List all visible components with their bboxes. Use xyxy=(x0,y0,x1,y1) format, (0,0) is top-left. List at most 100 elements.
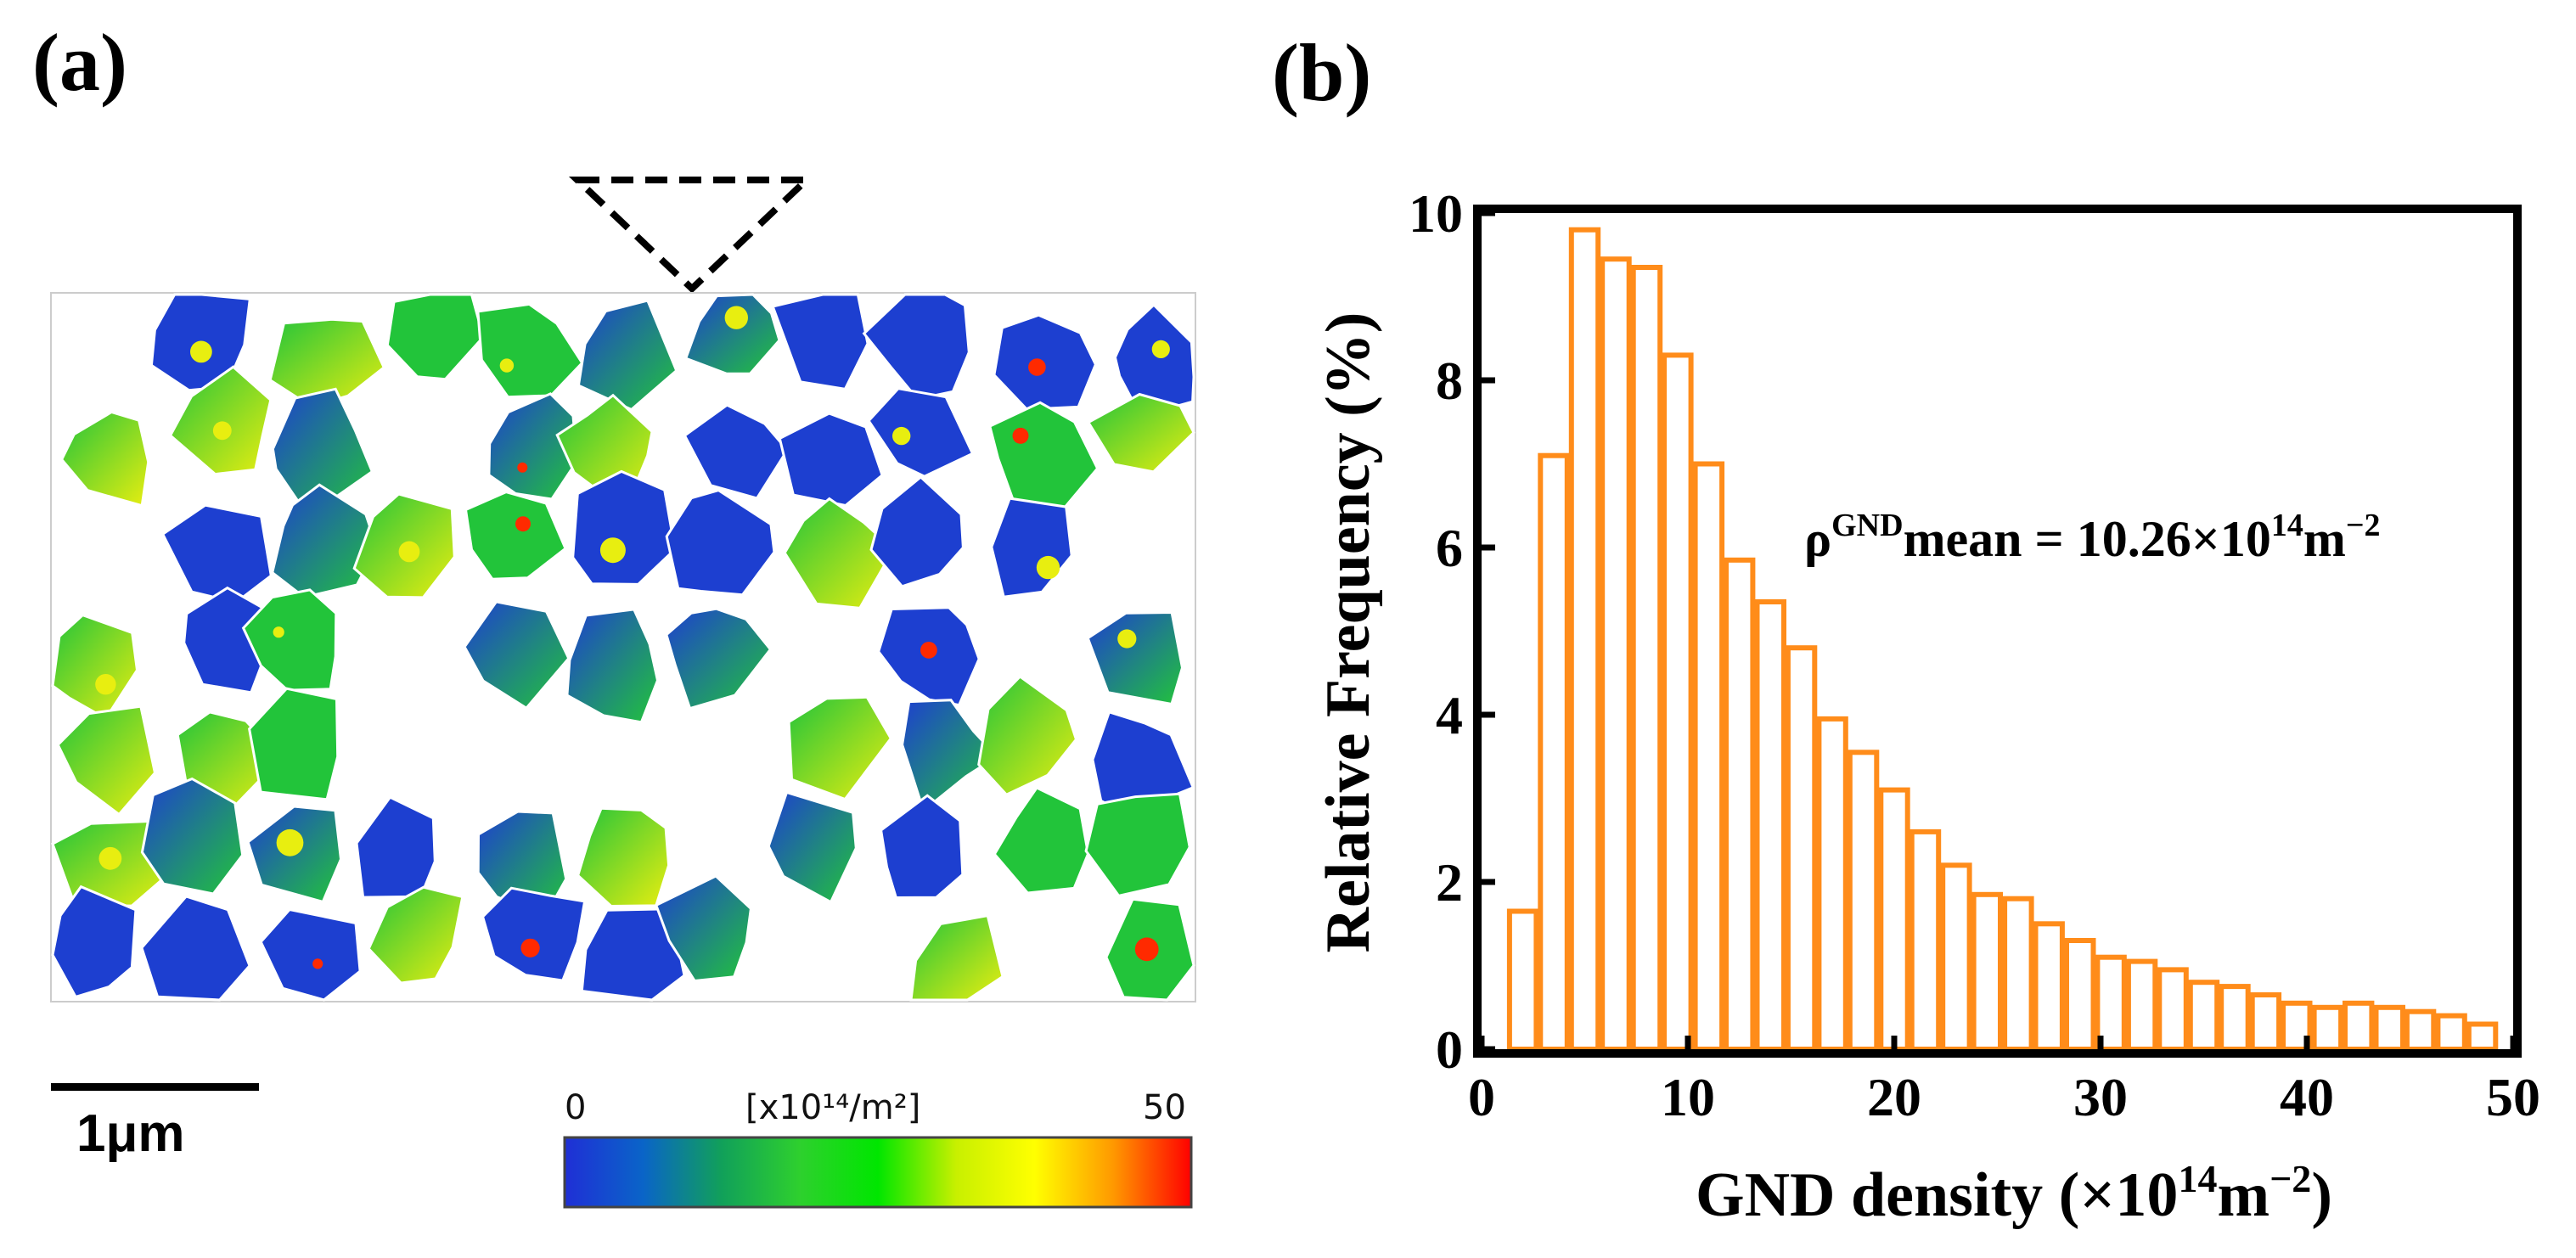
grain xyxy=(571,469,677,586)
histogram-bar xyxy=(2095,954,2127,1052)
high-density-spot xyxy=(920,642,937,659)
histogram-bar xyxy=(2435,1013,2467,1052)
high-density-spot xyxy=(520,938,540,958)
grain xyxy=(385,293,485,381)
grain xyxy=(665,607,773,710)
histogram-bar xyxy=(1568,227,1601,1052)
x-axis-label: GND density (×1014m−2) xyxy=(1696,1157,2332,1230)
histogram-bar xyxy=(1600,256,1632,1052)
grain xyxy=(1084,792,1191,898)
high-density-spot xyxy=(1028,358,1046,376)
grain xyxy=(993,786,1090,895)
grain xyxy=(247,687,340,801)
y-tick-label: 4 xyxy=(1436,685,1463,745)
histogram-bar xyxy=(1662,352,1694,1052)
histogram-bar xyxy=(1940,862,1972,1052)
grain xyxy=(481,886,587,982)
plot-frame xyxy=(1473,205,2522,1058)
high-density-spot xyxy=(212,421,232,441)
high-density-spot xyxy=(599,537,626,564)
grain xyxy=(140,895,251,1002)
histogram-bar xyxy=(2187,980,2220,1052)
histogram-bar xyxy=(2373,1004,2405,1053)
histogram-bar xyxy=(2404,1008,2437,1052)
high-density-spot xyxy=(1151,340,1170,358)
histogram-bars xyxy=(1506,227,2499,1053)
grain xyxy=(271,483,379,599)
grain xyxy=(977,675,1078,797)
grain xyxy=(771,293,869,390)
grain xyxy=(767,790,858,904)
grain xyxy=(901,699,999,813)
histogram-bar xyxy=(2157,967,2189,1053)
grain xyxy=(862,293,970,401)
x-tick-label: 50 xyxy=(2486,1067,2540,1127)
y-tick-label: 10 xyxy=(1409,183,1463,244)
grain xyxy=(683,403,790,500)
histogram-bar xyxy=(1847,750,1880,1052)
grain xyxy=(879,794,965,900)
histogram-bar xyxy=(1785,645,1818,1052)
high-density-spot xyxy=(515,516,531,532)
histogram-bar xyxy=(1816,716,1848,1053)
grain xyxy=(909,913,1004,1002)
grain xyxy=(463,600,571,710)
y-tick-label: 0 xyxy=(1436,1019,1463,1080)
grain xyxy=(259,907,362,1002)
histogram-bar xyxy=(2249,992,2282,1052)
histogram-bar xyxy=(1878,787,1910,1052)
high-density-spot xyxy=(1036,555,1060,580)
histogram-bar xyxy=(2064,938,2096,1052)
grain xyxy=(867,387,975,478)
grain xyxy=(241,588,338,692)
high-density-spot xyxy=(1012,427,1029,444)
y-tick-label: 8 xyxy=(1436,351,1463,411)
y-tick-label: 6 xyxy=(1436,518,1463,578)
high-density-spot xyxy=(190,340,212,363)
high-density-spot xyxy=(98,846,122,870)
colorbar-max-label: 50 xyxy=(1143,1088,1186,1127)
histogram-bar xyxy=(1630,265,1663,1052)
high-density-spot xyxy=(273,626,284,638)
histogram-bar xyxy=(2466,1021,2499,1052)
histogram-bar xyxy=(1506,908,1539,1052)
grain xyxy=(1086,392,1195,474)
grain xyxy=(654,874,752,983)
panel-label-b: (b) xyxy=(1272,27,1372,118)
high-density-spot xyxy=(1134,937,1159,962)
histogram-bar xyxy=(1971,891,2004,1053)
high-density-spot xyxy=(95,674,116,695)
grain xyxy=(783,497,896,609)
colorbar xyxy=(563,1136,1193,1209)
grain xyxy=(577,299,678,412)
panel-label-a: (a) xyxy=(32,17,127,108)
high-density-spot xyxy=(892,426,911,446)
x-tick-label: 30 xyxy=(2073,1067,2128,1127)
high-density-spot xyxy=(276,828,304,856)
grain xyxy=(787,695,893,801)
histogram-bar xyxy=(2311,1004,2344,1053)
histogram-bar xyxy=(1538,452,1570,1052)
grain xyxy=(56,705,157,817)
high-density-spot xyxy=(517,462,528,473)
high-density-spot xyxy=(312,958,323,969)
histogram-bar xyxy=(1724,557,1756,1052)
x-tick-label: 40 xyxy=(2280,1067,2334,1127)
grain xyxy=(576,806,671,908)
grain xyxy=(665,488,776,597)
scale-bar xyxy=(51,1083,259,1091)
x-tick-label: 0 xyxy=(1468,1067,1495,1127)
histogram-bar xyxy=(2002,896,2034,1052)
grain xyxy=(268,317,386,408)
histogram-bar xyxy=(1754,599,1786,1052)
histogram-bar xyxy=(2125,958,2158,1052)
grain xyxy=(487,392,579,501)
grain xyxy=(869,475,965,588)
grain xyxy=(993,313,1098,411)
colorbar-unit-label: [x10¹⁴/m²] xyxy=(745,1088,921,1127)
histogram-bar xyxy=(1909,828,1942,1053)
scale-bar-label: 1μm xyxy=(76,1104,185,1163)
high-density-spot xyxy=(1117,629,1137,649)
